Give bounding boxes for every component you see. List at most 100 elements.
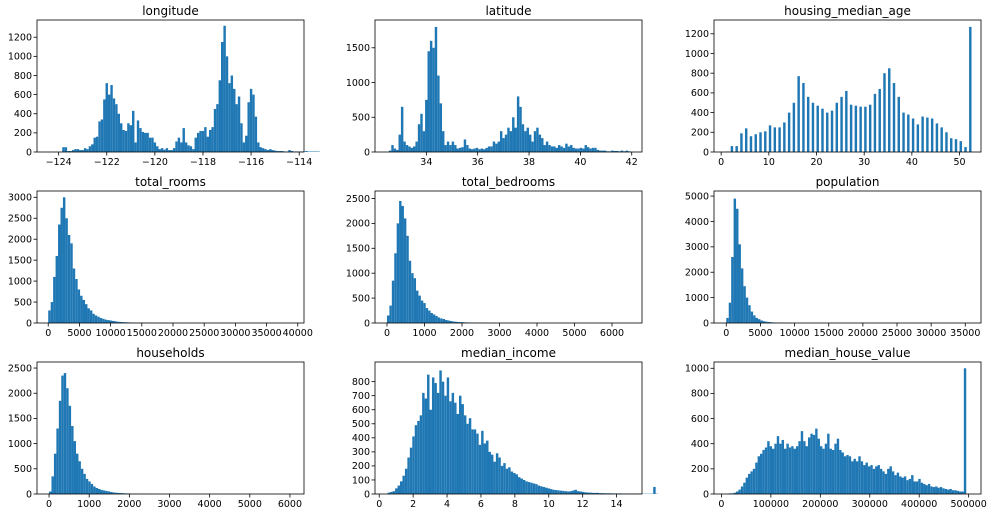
bar	[525, 481, 528, 494]
bar	[521, 124, 525, 152]
bar	[396, 223, 400, 323]
bar	[589, 148, 592, 152]
bar	[930, 486, 933, 494]
bar	[835, 102, 839, 152]
bars	[725, 26, 972, 152]
y-tick-label: 200	[691, 464, 709, 475]
bar	[937, 487, 940, 494]
bars	[728, 368, 967, 494]
bar	[767, 321, 771, 323]
y-tick-label: 1500	[8, 414, 32, 425]
x-tick-label: 0	[718, 499, 724, 510]
bar	[839, 450, 842, 494]
bar	[526, 127, 529, 152]
bar	[415, 141, 418, 152]
bar	[100, 119, 104, 152]
bar	[452, 321, 455, 323]
bar	[69, 151, 72, 152]
y-tick-label: 5000	[685, 191, 709, 202]
bar	[803, 441, 806, 494]
bar	[436, 392, 440, 494]
bar	[481, 430, 484, 494]
chart-median-income: 0 2 4 6 8 10 12 14 0 100 200 300 400 500 600 700 800 medi…	[352, 346, 659, 510]
bar	[196, 132, 200, 152]
bar	[461, 404, 464, 494]
y-tick-label: 2000	[8, 389, 32, 400]
bar	[826, 112, 829, 152]
bar	[786, 443, 789, 494]
bar	[422, 392, 425, 494]
bar	[245, 135, 248, 152]
bar	[760, 320, 763, 323]
bar	[204, 127, 207, 152]
bar	[926, 117, 929, 152]
bar	[456, 413, 459, 494]
bar	[569, 491, 573, 494]
bar	[102, 490, 106, 494]
bar	[170, 150, 173, 152]
bar	[259, 147, 262, 152]
bar	[932, 487, 936, 494]
y-tick-label: 1200	[685, 29, 709, 40]
bar	[800, 431, 804, 494]
x-tick-label: 5000	[238, 499, 262, 510]
bar	[177, 137, 181, 152]
bar	[114, 321, 117, 323]
bar	[535, 484, 538, 494]
bar	[849, 104, 853, 152]
bar	[776, 436, 780, 494]
bar	[85, 304, 88, 323]
bar	[48, 310, 51, 323]
bar	[91, 144, 94, 152]
bar	[451, 141, 455, 152]
bar	[615, 150, 619, 152]
bar	[940, 127, 943, 152]
bar	[427, 51, 430, 153]
bar	[454, 321, 458, 323]
bar	[522, 479, 526, 494]
bar	[562, 490, 565, 494]
y-tick-label: 2000	[346, 219, 370, 230]
bar	[401, 205, 404, 323]
bar	[743, 286, 746, 323]
bar	[945, 132, 948, 152]
bar	[56, 428, 59, 494]
bar	[74, 149, 77, 152]
bar	[779, 443, 782, 494]
bar	[90, 483, 94, 494]
bar	[105, 490, 108, 494]
bar	[530, 482, 533, 494]
x-tick-label: 10	[543, 499, 555, 510]
x-tick-label: 4000	[525, 328, 549, 339]
bar	[959, 141, 962, 152]
bar	[887, 468, 890, 494]
bar	[102, 318, 105, 323]
bar	[811, 102, 815, 152]
bar	[393, 148, 397, 152]
bar	[942, 488, 945, 494]
bar	[744, 128, 748, 152]
bar	[582, 148, 585, 152]
bar	[400, 481, 403, 494]
y-tick-label: 1000	[8, 52, 32, 63]
y-tick-label: 2500	[8, 363, 32, 374]
bar	[456, 148, 459, 152]
bar	[805, 446, 808, 494]
bar	[586, 147, 590, 152]
y-tick-label: 600	[14, 90, 32, 101]
bar	[429, 409, 432, 494]
bar	[798, 441, 801, 494]
bar	[228, 83, 231, 152]
bar	[858, 456, 861, 494]
x-tick-label: 0	[46, 499, 52, 510]
bar	[417, 124, 421, 152]
bar	[750, 311, 754, 323]
bar	[396, 149, 399, 152]
bar	[594, 492, 597, 494]
bar	[745, 477, 749, 494]
x-tick-label: 38	[523, 157, 535, 168]
bar	[516, 96, 520, 152]
y-tick-label: 0	[26, 489, 32, 500]
bar	[553, 146, 556, 152]
bar	[537, 485, 541, 494]
